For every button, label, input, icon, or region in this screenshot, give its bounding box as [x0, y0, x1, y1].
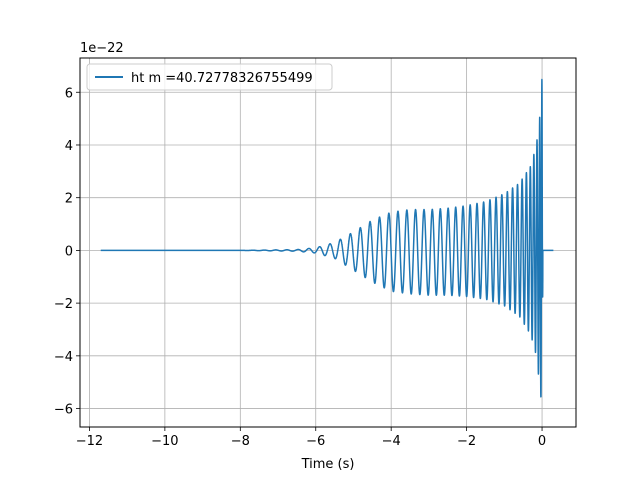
series-line-ht	[100, 78, 555, 398]
y-tick-label: −4	[54, 350, 73, 365]
x-tick-label: −10	[151, 434, 178, 449]
plot-area	[100, 78, 555, 398]
y-tick-label: −2	[54, 297, 73, 312]
legend: ht m =40.72778326755499	[86, 63, 333, 91]
legend-entry-label: ht m =40.72778326755499	[131, 71, 313, 86]
legend-frame	[86, 63, 333, 91]
x-tick-label: −6	[306, 434, 325, 449]
x-tick-label: 0	[538, 434, 546, 449]
y-tick-label: 4	[65, 139, 73, 154]
y-offset-label: 1e−22	[80, 41, 124, 56]
axis-ticks: −12 −10 −8 −6 −4 −2 0 −6 −4 −2 0 2 4 6	[54, 86, 546, 449]
x-tick-label: −4	[382, 434, 401, 449]
y-tick-label: 6	[65, 86, 73, 101]
x-tick-label: −8	[231, 434, 250, 449]
x-tick-label: −2	[457, 434, 476, 449]
x-axis-label: Time (s)	[301, 457, 355, 472]
y-tick-label: 0	[65, 244, 73, 259]
y-tick-label: −6	[54, 403, 73, 418]
y-tick-label: 2	[65, 192, 73, 207]
x-tick-label: −12	[76, 434, 103, 449]
axes-frame	[79, 57, 577, 428]
